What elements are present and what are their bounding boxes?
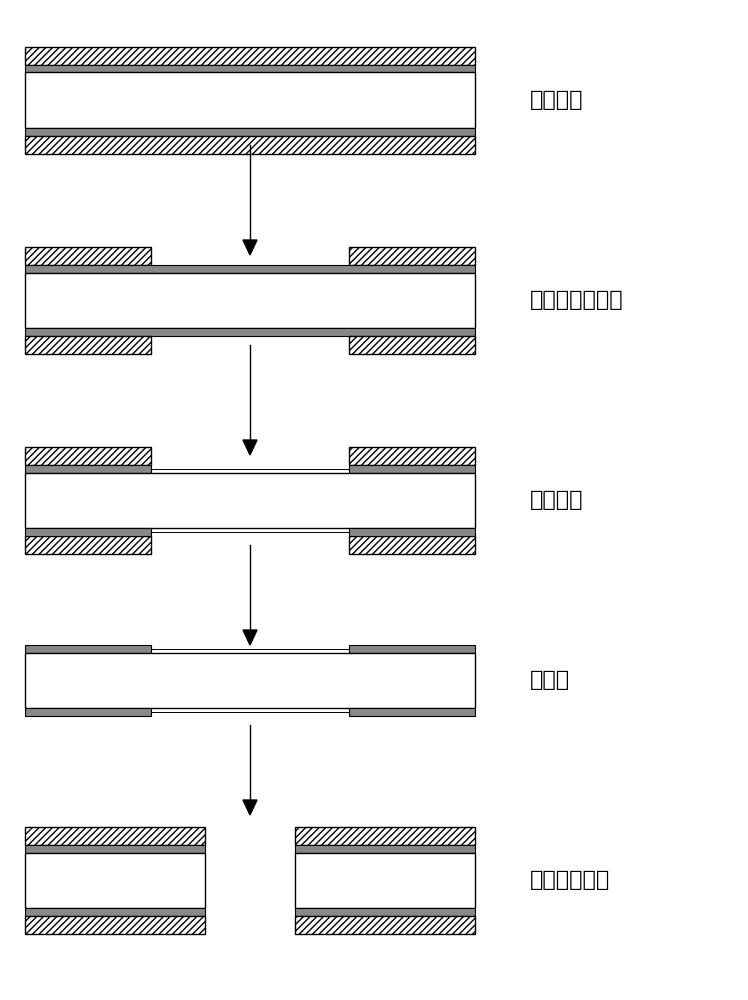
Bar [25, 536, 151, 554]
Bar [25, 246, 151, 264]
Bar [349, 246, 475, 264]
Bar [25, 528, 151, 536]
Bar [25, 336, 151, 354]
Bar [25, 46, 475, 64]
Bar [25, 473, 475, 528]
Text: 覆盖干膜: 覆盖干膜 [530, 90, 583, 110]
Bar [349, 336, 475, 354]
Bar [25, 464, 151, 473]
Bar [295, 826, 475, 844]
Bar [349, 708, 475, 716]
Bar [25, 328, 475, 336]
Bar [349, 536, 475, 554]
Text: 铜窗蚀刻: 铜窗蚀刻 [530, 490, 583, 510]
Bar [295, 852, 475, 908]
Bar [295, 916, 475, 934]
Bar [25, 645, 151, 652]
Text: 干膜层曝光显影: 干膜层曝光显影 [530, 290, 624, 310]
Text: 褪干膜: 褪干膜 [530, 670, 570, 690]
Polygon shape [243, 240, 257, 255]
Bar [295, 908, 475, 916]
Bar [25, 264, 475, 272]
Bar [25, 127, 475, 135]
Bar [349, 464, 475, 473]
Bar [25, 852, 205, 908]
Bar [25, 844, 205, 852]
Bar [25, 72, 475, 127]
Polygon shape [243, 440, 257, 455]
Text: 双面激光钻孔: 双面激光钻孔 [530, 870, 610, 890]
Bar [349, 446, 475, 464]
Bar [25, 272, 475, 328]
Bar [25, 64, 475, 73]
Bar [25, 135, 475, 153]
Bar [25, 652, 475, 708]
Bar [25, 446, 151, 464]
Polygon shape [243, 800, 257, 815]
Bar [25, 916, 205, 934]
Bar [25, 826, 205, 844]
Bar [349, 645, 475, 652]
Polygon shape [243, 630, 257, 645]
Bar [25, 908, 205, 916]
Bar [25, 708, 151, 716]
Bar [349, 528, 475, 536]
Bar [295, 844, 475, 852]
